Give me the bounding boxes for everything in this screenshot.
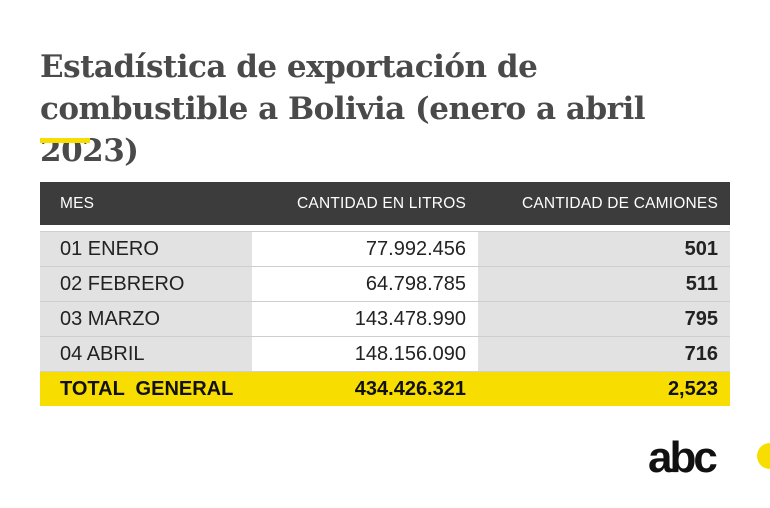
table-row: 04 ABRIL 148.156.090 716 (40, 336, 730, 372)
cell-mes: 03 MARZO (40, 301, 252, 337)
table-row: 02 FEBRERO 64.798.785 511 (40, 266, 730, 302)
export-stats-table: MES CANTIDAD EN LITROS CANTIDAD DE CAMIO… (40, 182, 730, 406)
cell-mes: 04 ABRIL (40, 336, 252, 372)
cell-camiones: 716 (478, 336, 730, 372)
cell-litros: 64.798.785 (252, 266, 478, 302)
total-litros: 434.426.321 (252, 371, 478, 406)
total-camiones: 2,523 (478, 371, 730, 406)
table-header-row: MES CANTIDAD EN LITROS CANTIDAD DE CAMIO… (40, 182, 730, 225)
cell-litros: 143.478.990 (252, 301, 478, 337)
cell-litros: 77.992.456 (252, 231, 478, 267)
abc-logo-icon: abc (648, 438, 770, 478)
table-row: 01 ENERO 77.992.456 501 (40, 231, 730, 267)
cell-mes: 01 ENERO (40, 231, 252, 267)
page-title: Estadística de exportación de combustibl… (40, 49, 646, 169)
cell-mes: 02 FEBRERO (40, 266, 252, 302)
cell-litros: 148.156.090 (252, 336, 478, 372)
column-header-litros: CANTIDAD EN LITROS (252, 182, 478, 225)
logo-yellow-dot (757, 443, 770, 469)
total-label: TOTAL GENERAL (40, 371, 252, 406)
cell-camiones: 795 (478, 301, 730, 337)
title-underline (40, 138, 90, 143)
column-header-camiones: CANTIDAD DE CAMIONES (478, 182, 730, 225)
column-header-mes: MES (40, 182, 252, 225)
cell-camiones: 511 (478, 266, 730, 302)
header-spacer (40, 225, 730, 232)
table-row: 03 MARZO 143.478.990 795 (40, 301, 730, 337)
total-row: TOTAL GENERAL 434.426.321 2,523 (40, 371, 730, 406)
cell-camiones: 501 (478, 231, 730, 267)
abc-logo-text: abc (648, 438, 717, 478)
